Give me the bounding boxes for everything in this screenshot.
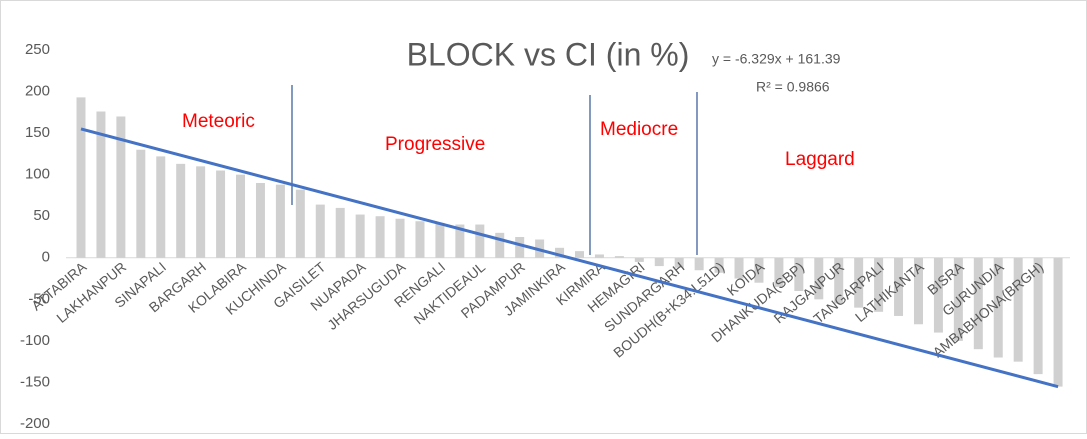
y-tick-label: -150 (20, 373, 50, 390)
bar (1013, 257, 1023, 362)
trendline (80, 127, 1059, 389)
y-tick-label: 150 (25, 124, 50, 141)
bar (774, 257, 784, 287)
bar (216, 170, 226, 258)
annotation: Meteoric (182, 111, 255, 132)
bar (395, 218, 405, 258)
bar (495, 232, 505, 258)
y-tick-label: 0 (42, 249, 50, 266)
bar (435, 222, 445, 258)
bar (156, 156, 166, 258)
bar (295, 189, 305, 258)
bar (236, 174, 246, 258)
bar (694, 257, 704, 271)
bar (854, 257, 864, 308)
bar (315, 204, 325, 258)
bar (674, 257, 684, 268)
bar (136, 149, 146, 258)
trend-equation: y = -6.329x + 161.39 (712, 51, 841, 67)
bar (515, 237, 525, 258)
bar (275, 184, 285, 258)
annotation: Progressive (385, 134, 485, 155)
bar (1053, 257, 1063, 387)
bar (614, 256, 624, 258)
y-tick-label: -100 (20, 332, 50, 349)
bar (794, 257, 804, 292)
bar (874, 257, 884, 312)
bar (913, 257, 923, 325)
bar (894, 257, 904, 316)
bar (834, 257, 844, 304)
trend-r2: R² = 0.9866 (756, 79, 830, 95)
y-tick-label: 200 (25, 83, 50, 100)
y-tick-label: -50 (28, 290, 50, 307)
bar (594, 254, 604, 258)
bar (654, 257, 664, 267)
bar (973, 257, 983, 350)
bar (196, 166, 206, 258)
annotation: Mediocre (600, 119, 678, 140)
bar (355, 214, 365, 258)
bar (415, 221, 425, 258)
bar (933, 257, 943, 333)
chart-title: BLOCK vs CI (in %) (407, 36, 690, 72)
bar (335, 207, 345, 258)
bar (993, 257, 1003, 358)
bar (455, 224, 465, 258)
bar (575, 251, 584, 258)
y-tick-label: 50 (33, 207, 50, 224)
bar (76, 97, 86, 258)
bar (814, 257, 824, 300)
bar (375, 216, 385, 258)
y-tick-label: 100 (25, 166, 50, 183)
y-tick-label: 250 (25, 41, 50, 58)
y-tick-label: -200 (20, 415, 50, 432)
bar (1033, 257, 1043, 375)
bar (176, 163, 186, 258)
bar (754, 257, 764, 283)
bar (734, 257, 744, 279)
bar (555, 247, 565, 258)
bar (96, 111, 106, 258)
bar (475, 224, 485, 258)
bar (634, 257, 644, 262)
annotation: Laggard (785, 149, 855, 170)
bar (714, 257, 724, 273)
bar (255, 182, 265, 258)
bar (116, 116, 126, 258)
bar (953, 257, 963, 341)
